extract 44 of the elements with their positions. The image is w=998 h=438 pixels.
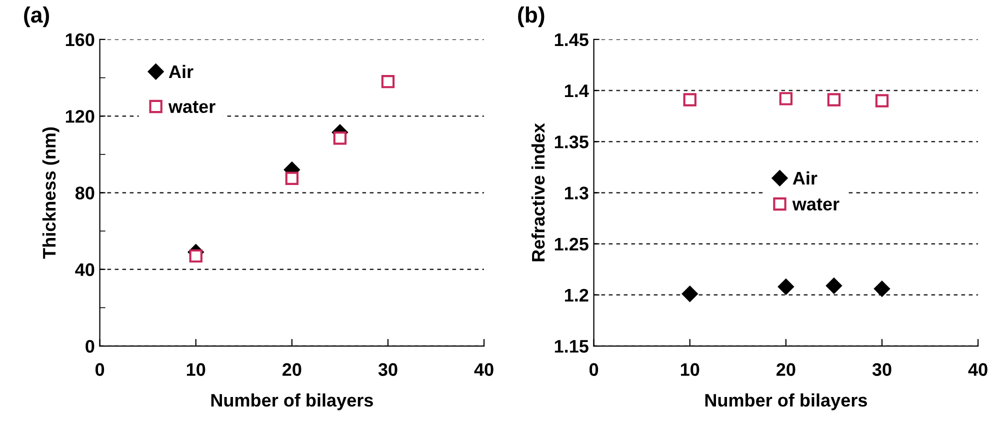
x-tick-label: 0 bbox=[590, 363, 598, 376]
x-tick-label: 40 bbox=[968, 363, 988, 376]
point bbox=[827, 93, 841, 106]
x-tick-label: 30 bbox=[378, 363, 398, 376]
text: (b) bbox=[518, 6, 544, 28]
y-tick-label: 1.2 bbox=[564, 288, 588, 302]
y-tick-label: 1.25 bbox=[554, 238, 588, 251]
point bbox=[875, 94, 889, 108]
y-tick-label: 1.15 bbox=[554, 340, 588, 353]
legend-label: water bbox=[792, 198, 840, 210]
x-tick-label: 10 bbox=[186, 363, 206, 376]
point bbox=[778, 278, 794, 295]
point bbox=[779, 92, 793, 106]
x-tick-label: 0 bbox=[95, 363, 104, 376]
x-tick-label: 30 bbox=[872, 363, 892, 376]
text: (a) bbox=[24, 6, 50, 28]
x-axis-title: Number of bilayers bbox=[211, 393, 373, 410]
point bbox=[333, 132, 347, 145]
point bbox=[682, 286, 698, 302]
point bbox=[285, 172, 299, 185]
point bbox=[683, 93, 696, 106]
y-tick-label: 1.45 bbox=[554, 34, 588, 46]
y-tick-label: 160 bbox=[66, 33, 94, 46]
y-tick-label: 40 bbox=[75, 263, 94, 276]
y-tick-label: 0 bbox=[86, 340, 94, 353]
x-tick-label: 10 bbox=[680, 363, 700, 376]
y-axis-title: Thickness (nm) bbox=[42, 127, 60, 259]
y-axis-title: Refractive index bbox=[531, 123, 545, 262]
x-tick-label: 20 bbox=[282, 363, 302, 376]
point bbox=[381, 74, 395, 88]
legend-label: Air bbox=[792, 171, 818, 184]
y-tick-label: 1.3 bbox=[564, 186, 588, 200]
point bbox=[826, 278, 842, 294]
y-tick-label: 120 bbox=[66, 110, 94, 123]
point bbox=[874, 280, 890, 297]
x-axis-title: Number of bilayers bbox=[705, 393, 867, 410]
point bbox=[189, 249, 202, 263]
y-tick-label: 80 bbox=[75, 186, 94, 200]
legend-label: Air bbox=[168, 64, 194, 78]
x-tick-label: 40 bbox=[474, 363, 494, 376]
x-tick-label: 20 bbox=[776, 363, 796, 376]
y-tick-label: 1.4 bbox=[564, 84, 589, 98]
legend-label: water bbox=[168, 101, 216, 114]
y-tick-label: 1.35 bbox=[554, 136, 588, 148]
